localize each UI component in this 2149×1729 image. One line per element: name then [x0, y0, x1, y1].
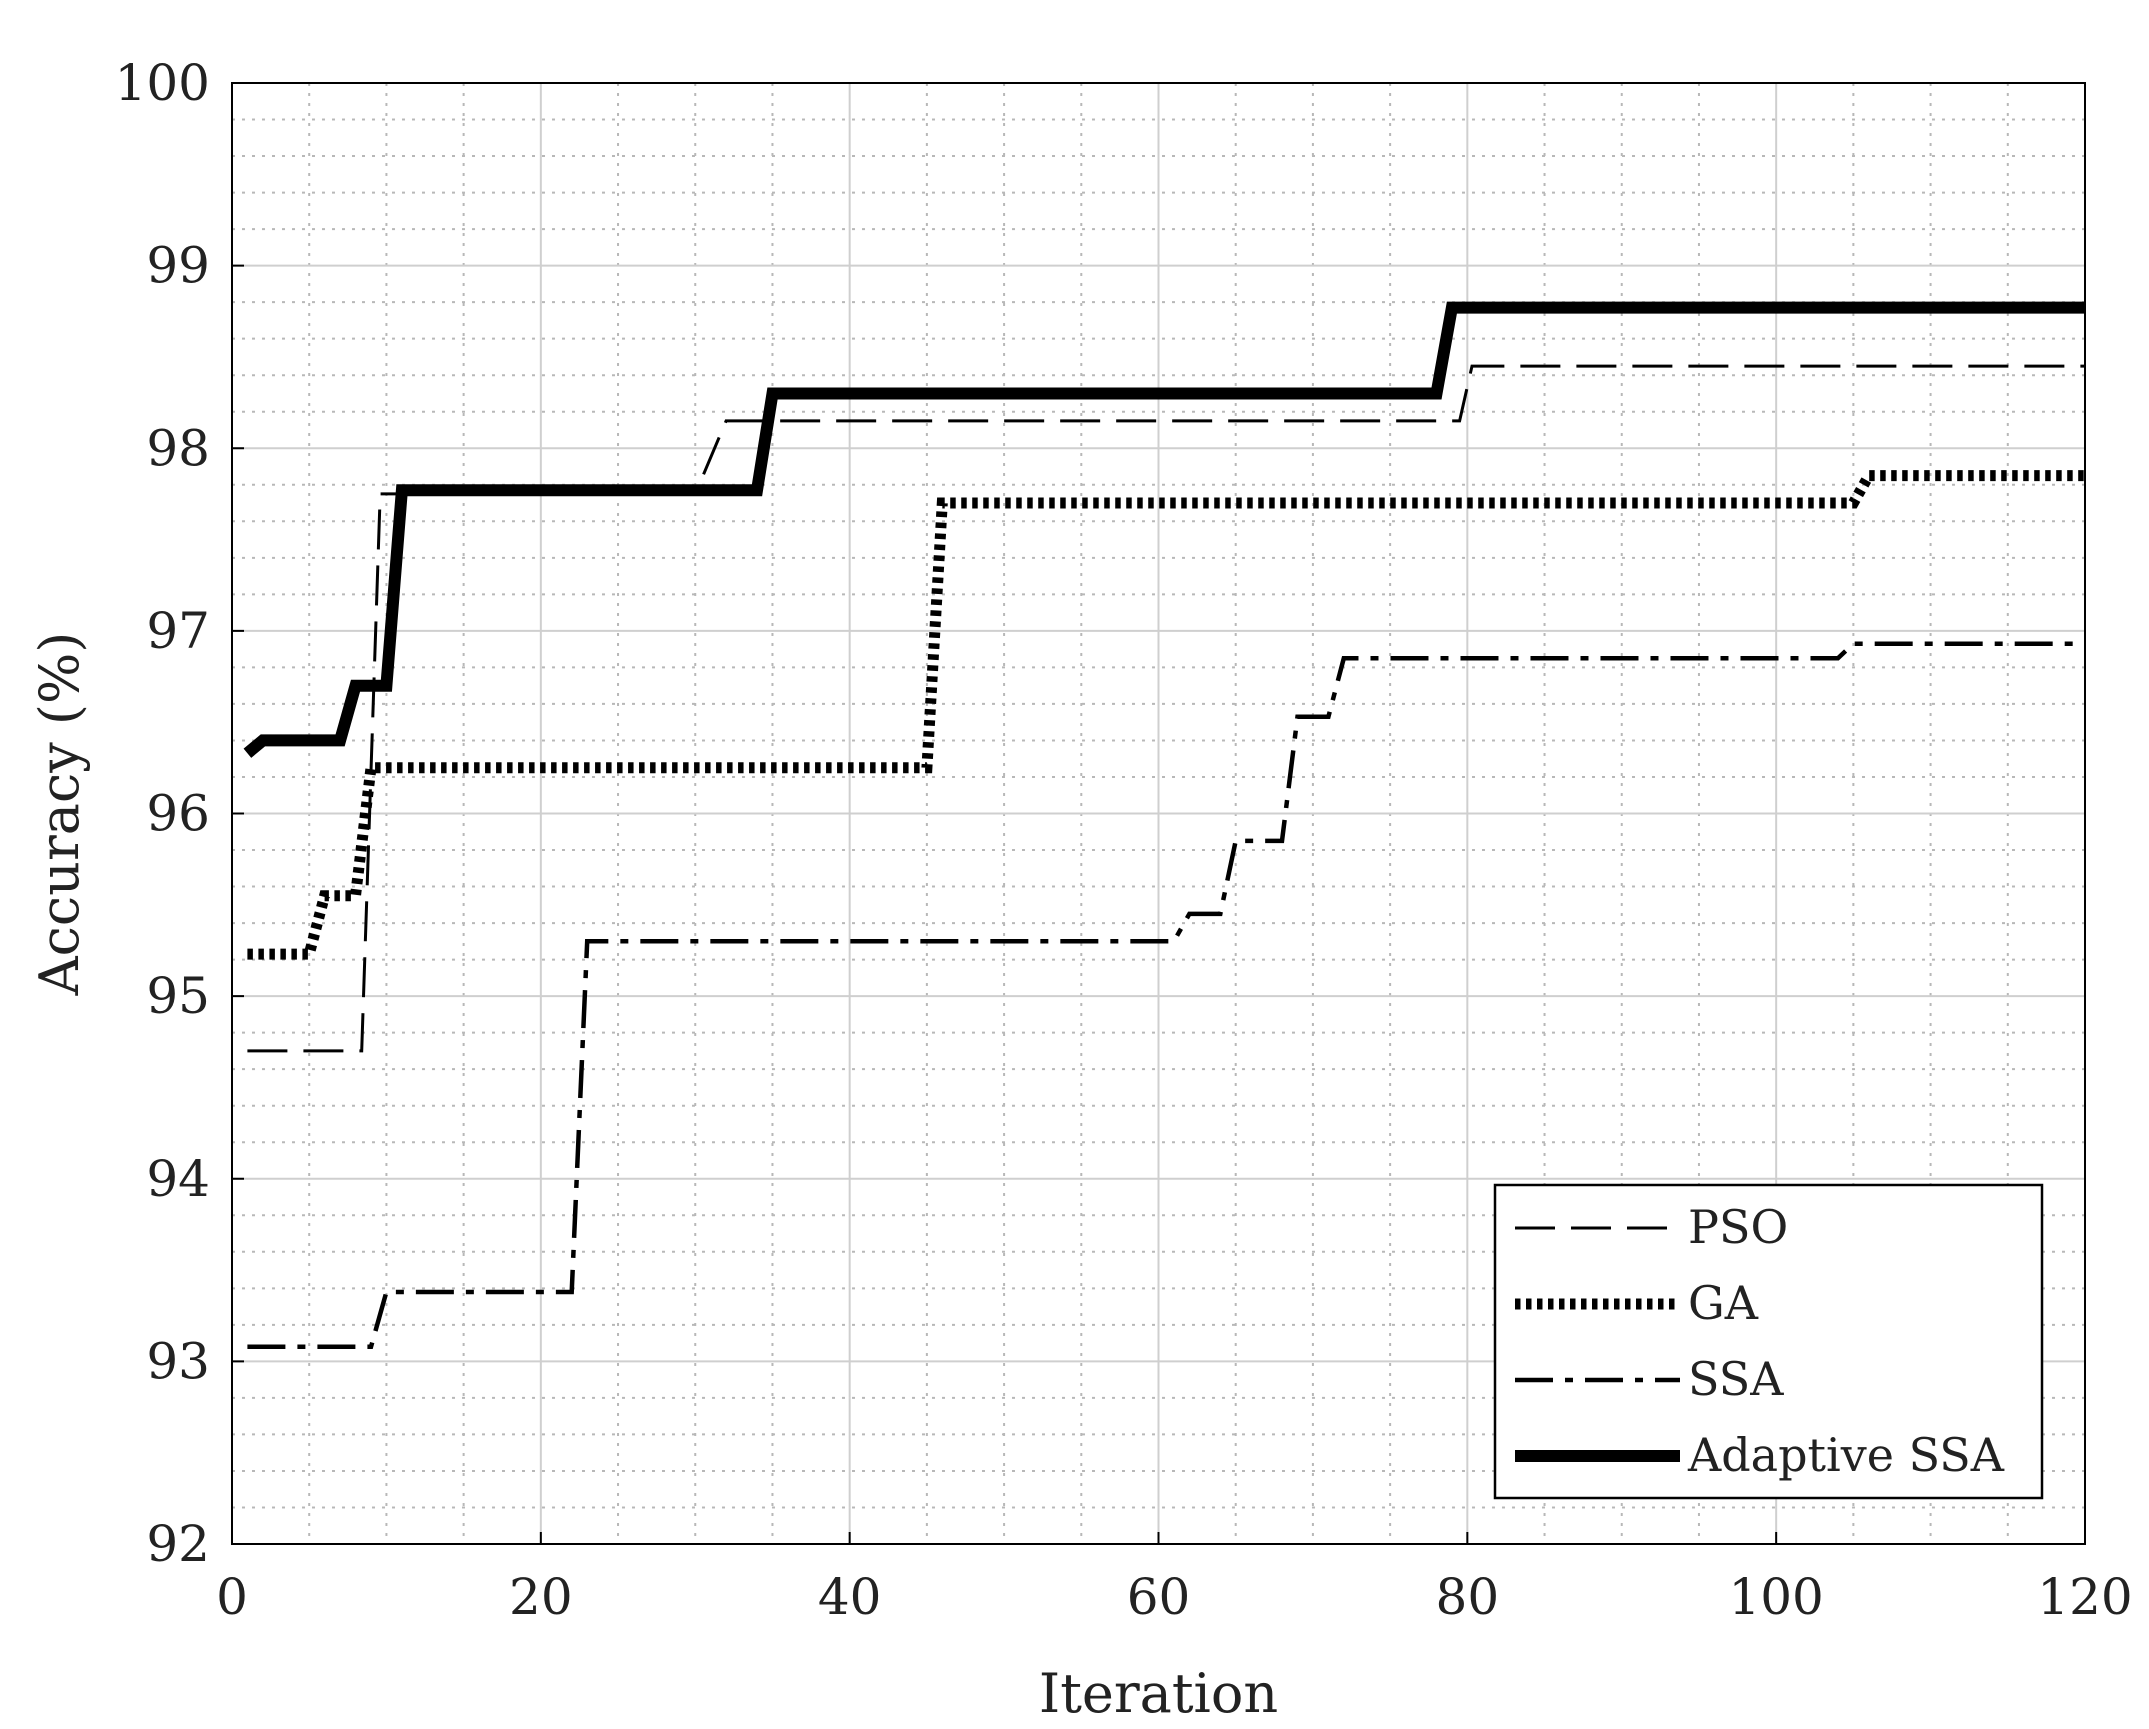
legend-label: GA — [1688, 1276, 1759, 1330]
x-tick-label: 100 — [1728, 1568, 1823, 1626]
series-line-pso — [247, 364, 2085, 1053]
legend-label: SSA — [1688, 1352, 1784, 1406]
legend-label: PSO — [1688, 1200, 1788, 1254]
y-tick-label: 95 — [146, 967, 210, 1025]
legend-label: Adaptive SSA — [1687, 1428, 2005, 1482]
y-tick-label: 92 — [146, 1515, 210, 1573]
y-tick-label: 98 — [146, 419, 210, 477]
series-line-adaptive-ssa — [243, 301, 2085, 758]
y-tick-label: 94 — [146, 1150, 210, 1208]
series-line-ga — [247, 470, 2085, 960]
series-layer — [243, 301, 2085, 1350]
y-tick-label: 99 — [146, 237, 210, 295]
y-axis-title: Accuracy (%) — [28, 632, 91, 997]
y-tick-label: 97 — [146, 602, 210, 660]
series-line-ssa — [247, 641, 2085, 1350]
x-tick-label: 40 — [818, 1568, 882, 1626]
x-tick-label: 0 — [216, 1568, 248, 1626]
x-tick-label: 60 — [1127, 1568, 1191, 1626]
y-tick-label: 93 — [146, 1332, 210, 1390]
x-tick-label: 120 — [2037, 1568, 2132, 1626]
x-tick-label: 80 — [1436, 1568, 1500, 1626]
y-tick-label: 100 — [115, 54, 210, 112]
y-tick-label: 96 — [146, 785, 210, 843]
legend: PSO GA SSA Adaptive SSA — [1493, 1183, 2044, 1500]
legend-box — [1493, 1183, 2044, 1500]
x-tick-label: 20 — [509, 1568, 573, 1626]
y-axis-ticks: 92 93 94 95 96 97 98 99 100 — [115, 54, 244, 1573]
x-axis-ticks: 0 20 40 60 80 100 120 — [216, 1532, 2133, 1626]
x-axis-title: Iteration — [1039, 1662, 1278, 1725]
